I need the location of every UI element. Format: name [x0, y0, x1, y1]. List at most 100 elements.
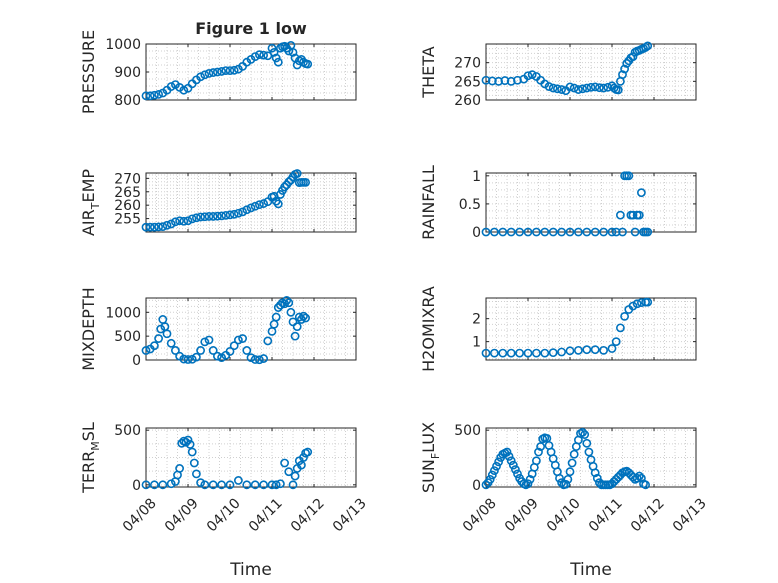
x-tick-label: 04/09	[162, 495, 202, 535]
data-point	[296, 460, 306, 470]
data-point	[208, 212, 218, 221]
data-point	[565, 346, 575, 356]
data-point	[273, 57, 283, 67]
data-point	[250, 355, 260, 364]
chart-title: Figure 1 low	[195, 19, 307, 38]
x-tick-label: 04/08	[460, 495, 500, 535]
y-tick-label: 270	[454, 56, 481, 72]
data-point	[217, 67, 226, 76]
data-point	[141, 346, 151, 355]
data-point	[284, 46, 294, 56]
data-point	[149, 341, 159, 351]
y-tick-label: 1000	[105, 305, 141, 321]
x-tick-label: 04/12	[628, 495, 668, 535]
data-point	[607, 227, 617, 237]
data-point	[275, 300, 285, 310]
data-point	[208, 68, 218, 77]
data-point	[599, 227, 608, 237]
data-point	[481, 227, 491, 237]
data-point	[292, 322, 302, 332]
data-point	[158, 222, 168, 232]
panel-terr-msl: 0 500 04/08 04/09 04/10 04/11 04/12 04/13 Time TE…	[79, 422, 370, 580]
data-point	[613, 85, 623, 95]
data-point	[590, 82, 600, 92]
data-point	[294, 312, 304, 322]
data-point	[548, 83, 558, 93]
data-point	[288, 48, 298, 57]
data-point	[271, 312, 281, 322]
data-point	[141, 222, 151, 232]
data-point	[611, 227, 621, 237]
data-point	[204, 212, 214, 221]
series-markers	[481, 427, 650, 490]
data-point	[229, 341, 239, 351]
data-point	[225, 66, 235, 75]
data-point	[506, 456, 516, 466]
data-point	[238, 334, 247, 343]
y-tick-label: 900	[114, 65, 141, 81]
data-point	[212, 211, 222, 221]
data-point	[217, 211, 226, 221]
data-point	[196, 478, 205, 488]
data-point	[149, 90, 159, 100]
data-point	[208, 480, 218, 490]
series-markers	[481, 41, 653, 96]
data-point	[259, 50, 268, 60]
y-tick-label: 500	[454, 423, 481, 439]
data-point	[511, 465, 520, 474]
data-point	[628, 52, 638, 62]
data-point	[187, 447, 197, 457]
data-point	[567, 458, 577, 468]
y-tick-label: 1	[472, 169, 481, 185]
series-markers	[141, 295, 310, 365]
data-point	[578, 84, 587, 94]
data-point	[284, 298, 294, 308]
data-point	[582, 438, 592, 448]
data-point	[158, 480, 168, 490]
data-point	[618, 70, 627, 80]
data-point	[532, 227, 541, 237]
y-tick-label: 265	[454, 74, 481, 90]
data-point	[250, 201, 260, 211]
data-point	[557, 85, 566, 94]
data-point	[553, 84, 562, 94]
data-point	[166, 219, 176, 229]
y-axis-label: AIRTEMP	[79, 169, 102, 236]
y-tick-label: 800	[114, 93, 141, 109]
data-point	[592, 473, 602, 483]
data-point	[259, 199, 268, 208]
data-point	[166, 479, 176, 489]
data-point	[187, 354, 197, 364]
data-point	[492, 461, 501, 471]
data-point	[630, 227, 640, 237]
data-point	[290, 471, 300, 481]
data-point	[200, 480, 210, 490]
data-point	[196, 346, 205, 355]
data-point	[574, 345, 583, 355]
data-point	[141, 91, 151, 101]
data-point	[616, 210, 625, 220]
data-point	[628, 210, 638, 220]
data-point	[590, 468, 600, 478]
data-point	[525, 474, 535, 484]
data-point	[624, 171, 634, 181]
data-point	[273, 199, 283, 209]
data-point	[292, 169, 302, 178]
data-point	[263, 336, 273, 346]
data-point	[204, 69, 214, 78]
panel-theta: 260 265 270 THETA	[419, 41, 697, 109]
x-axis-label: Time	[229, 560, 272, 580]
axes-frame	[485, 297, 697, 361]
data-point	[555, 473, 564, 483]
data-point	[162, 329, 172, 339]
data-point	[494, 457, 503, 467]
data-point	[540, 348, 550, 358]
data-point	[170, 346, 180, 355]
data-point	[643, 297, 653, 307]
data-point	[217, 480, 226, 490]
data-point	[303, 59, 313, 69]
data-point	[603, 82, 613, 92]
data-point	[259, 480, 268, 490]
data-point	[254, 200, 264, 210]
